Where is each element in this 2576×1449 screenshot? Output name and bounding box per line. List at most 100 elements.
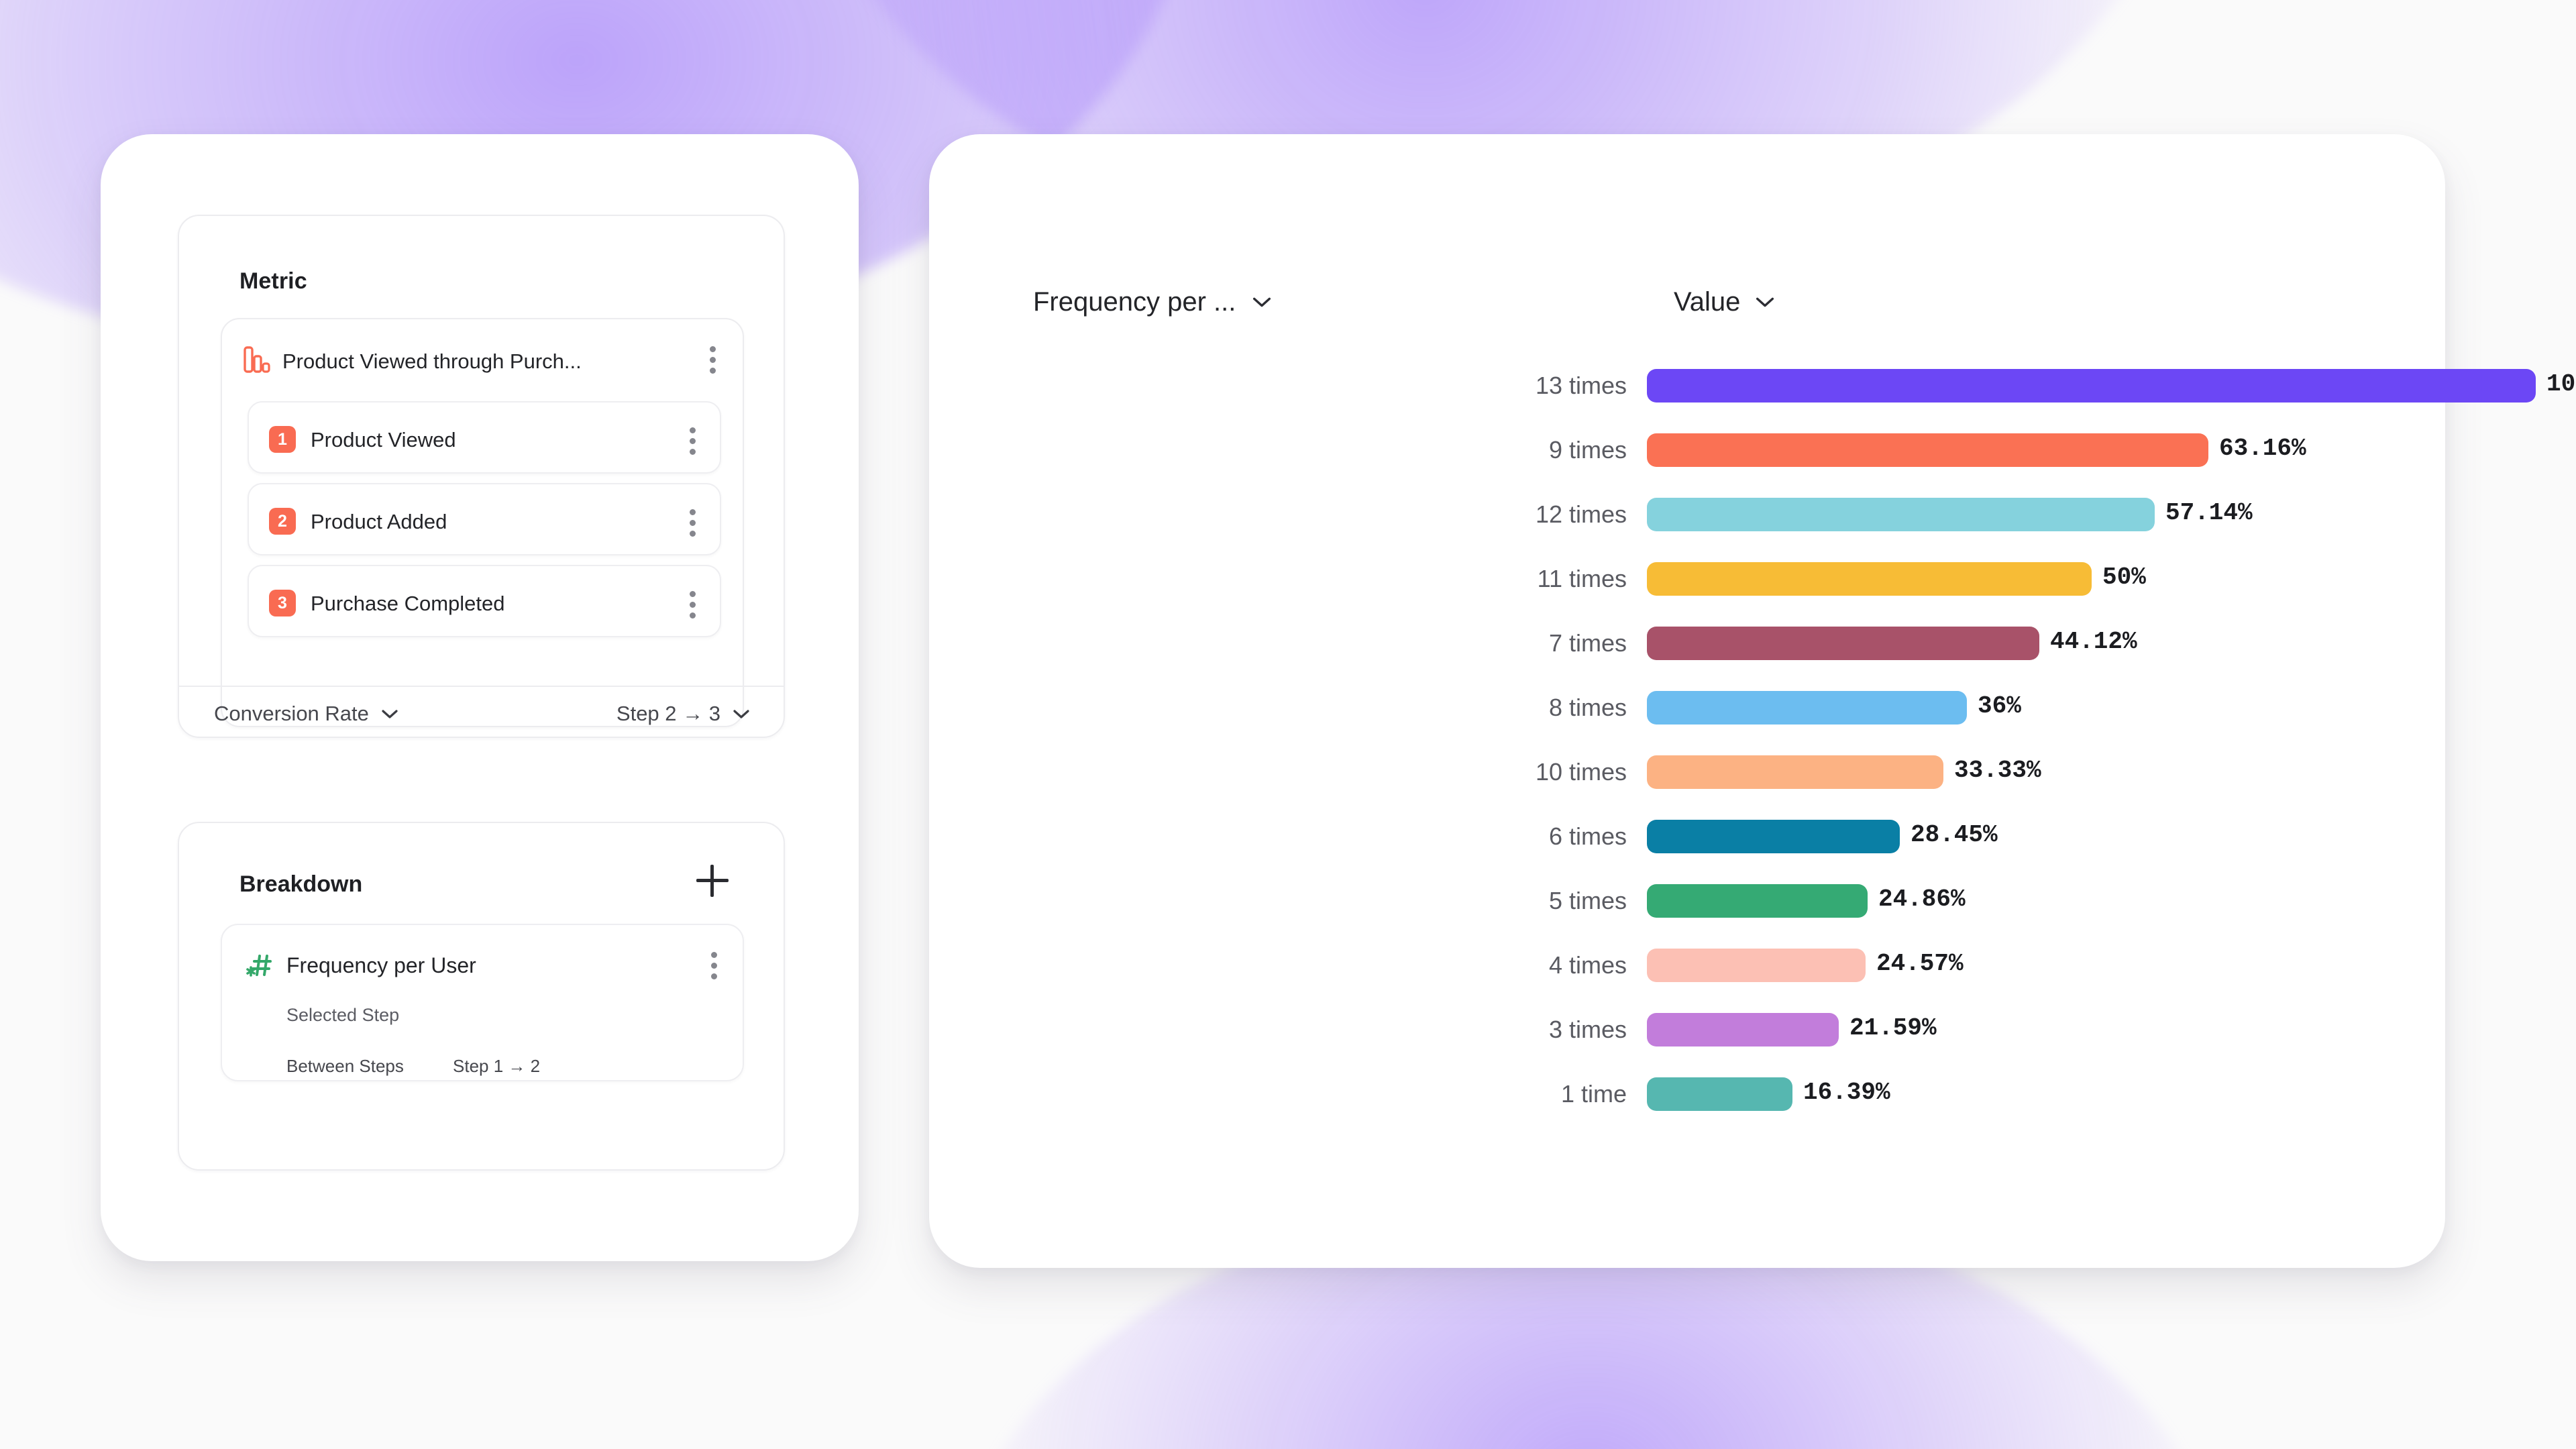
bar-category-label: 13 times: [1535, 372, 1627, 399]
dimension-column-header[interactable]: Frequency per ...: [1033, 287, 1272, 317]
bar-row[interactable]: 11 times 50%: [929, 547, 2445, 612]
funnel-step-row-2[interactable]: 2 Product Added: [248, 483, 721, 555]
breakdown-selected-step-label: Selected Step: [286, 1005, 400, 1025]
bar-category-label: 11 times: [1537, 565, 1627, 592]
bar-row[interactable]: 6 times 28.45%: [929, 805, 2445, 869]
bar-track: [1647, 884, 1868, 918]
bar-value-label: 21.59%: [1849, 1014, 1937, 1042]
bar-category-label: 4 times: [1548, 951, 1627, 979]
step-kebab-menu-icon-3[interactable]: [689, 591, 696, 619]
bar-fill[interactable]: [1647, 627, 2039, 660]
bar-fill[interactable]: [1647, 498, 2155, 531]
bar-fill[interactable]: [1647, 1013, 1839, 1046]
bar-track: [1647, 820, 1900, 853]
step-range-label: Step 2 → 3: [616, 702, 720, 725]
bar-row[interactable]: 1 time 16.39%: [929, 1063, 2445, 1127]
bar-row[interactable]: 5 times 24.86%: [929, 869, 2445, 934]
bar-category-label: 3 times: [1548, 1016, 1627, 1043]
bar-value-label: 44.12%: [2050, 628, 2137, 655]
bar-value-label: 100%: [2546, 370, 2576, 398]
bar-track: [1647, 691, 1967, 724]
bar-track: [1647, 755, 1943, 789]
metric-card: Metric Product Viewed through Purch... 1…: [178, 215, 785, 738]
bar-fill[interactable]: [1647, 369, 2536, 402]
chevron-down-icon: [733, 709, 749, 718]
breakdown-card: Breakdown Frequency per User Selected St…: [178, 822, 785, 1171]
chevron-down-icon: [1756, 297, 1774, 307]
bar-value-label: 63.16%: [2219, 435, 2306, 462]
funnel-step-row-3[interactable]: 3 Purchase Completed: [248, 565, 721, 637]
funnel-step-row-1[interactable]: 1 Product Viewed: [248, 401, 721, 474]
bar-row[interactable]: 9 times 63.16%: [929, 419, 2445, 483]
hash-sparkle-icon: [246, 955, 272, 977]
plus-icon[interactable]: [696, 865, 729, 897]
bar-category-label: 7 times: [1548, 629, 1627, 657]
bar-track: [1647, 627, 2039, 660]
dimension-header-label: Frequency per ...: [1033, 287, 1236, 317]
bar-track: [1647, 1077, 1792, 1111]
bar-fill[interactable]: [1647, 562, 2092, 596]
chevron-down-icon: [1253, 297, 1271, 307]
bar-track: [1647, 498, 2155, 531]
bar-row[interactable]: 4 times 24.57%: [929, 934, 2445, 998]
bar-category-label: 8 times: [1548, 694, 1627, 721]
step-kebab-menu-icon-2[interactable]: [689, 509, 696, 537]
funnel-bars-icon: [244, 346, 270, 373]
bar-track: [1647, 562, 2092, 596]
bar-fill[interactable]: [1647, 820, 1900, 853]
bar-fill[interactable]: [1647, 691, 1967, 724]
step-label-2: Product Added: [311, 510, 447, 533]
bar-category-label: 10 times: [1535, 758, 1627, 786]
bar-fill[interactable]: [1647, 1077, 1792, 1111]
bar-fill[interactable]: [1647, 884, 1868, 918]
left-config-panel: Metric Product Viewed through Purch... 1…: [101, 134, 859, 1261]
breakdown-item-card[interactable]: Frequency per User Selected Step Between…: [221, 924, 744, 1081]
bar-fill[interactable]: [1647, 949, 1866, 982]
bar-value-label: 36%: [1978, 692, 2021, 720]
bar-fill[interactable]: [1647, 755, 1943, 789]
metric-card-divider: [179, 686, 784, 687]
bar-row[interactable]: 13 times 100%: [929, 354, 2576, 419]
value-column-header[interactable]: Value: [1674, 287, 1775, 317]
breakdown-between-steps-label: Between Steps: [286, 1056, 404, 1076]
breakdown-between-steps-value[interactable]: Step 1 → 2: [453, 1056, 541, 1076]
bar-category-label: 9 times: [1548, 436, 1627, 464]
funnel-kebab-menu-icon[interactable]: [709, 346, 716, 374]
conversion-rate-dropdown[interactable]: Conversion Rate: [214, 702, 398, 726]
bar-track: [1647, 949, 1866, 982]
bar-row[interactable]: 10 times 33.33%: [929, 741, 2445, 805]
step-kebab-menu-icon-1[interactable]: [689, 427, 696, 455]
bar-fill[interactable]: [1647, 433, 2208, 467]
bar-category-label: 5 times: [1548, 887, 1627, 914]
breakdown-card-title: Breakdown: [239, 871, 363, 897]
bar-track: [1647, 1013, 1839, 1046]
conversion-rate-label: Conversion Rate: [214, 702, 369, 725]
bar-track: [1647, 433, 2208, 467]
bar-value-label: 16.39%: [1803, 1079, 1890, 1106]
chevron-down-icon: [382, 709, 398, 718]
chart-header: Frequency per ... Value: [929, 134, 2445, 335]
bar-row[interactable]: 3 times 21.59%: [929, 998, 2445, 1063]
metric-card-title: Metric: [239, 268, 307, 294]
funnel-header-row[interactable]: Product Viewed through Purch...: [222, 319, 743, 397]
bar-track: [1647, 369, 2536, 402]
step-range-dropdown[interactable]: Step 2 → 3: [616, 702, 750, 726]
breakdown-kebab-menu-icon[interactable]: [710, 952, 717, 979]
bar-category-label: 12 times: [1535, 500, 1627, 528]
bar-value-label: 24.57%: [1876, 950, 1964, 977]
bar-value-label: 50%: [2102, 564, 2146, 591]
bar-row[interactable]: 7 times 44.12%: [929, 612, 2445, 676]
funnel-definition-card: Product Viewed through Purch... 1 Produc…: [221, 318, 744, 727]
bar-row[interactable]: 12 times 57.14%: [929, 483, 2445, 547]
metric-card-footer: Conversion Rate Step 2 → 3: [179, 687, 784, 737]
step-number-badge-3: 3: [269, 590, 296, 616]
bar-value-label: 33.33%: [1954, 757, 2041, 784]
breakdown-item-name: Frequency per User: [286, 953, 476, 977]
bar-row[interactable]: 8 times 36%: [929, 676, 2445, 741]
chart-panel: Frequency per ... Value 13 times 100% 9 ti…: [929, 134, 2576, 1268]
value-header-label: Value: [1674, 287, 1741, 317]
step-number-badge-1: 1: [269, 426, 296, 453]
bar-value-label: 57.14%: [2165, 499, 2253, 527]
step-label-3: Purchase Completed: [311, 592, 505, 615]
